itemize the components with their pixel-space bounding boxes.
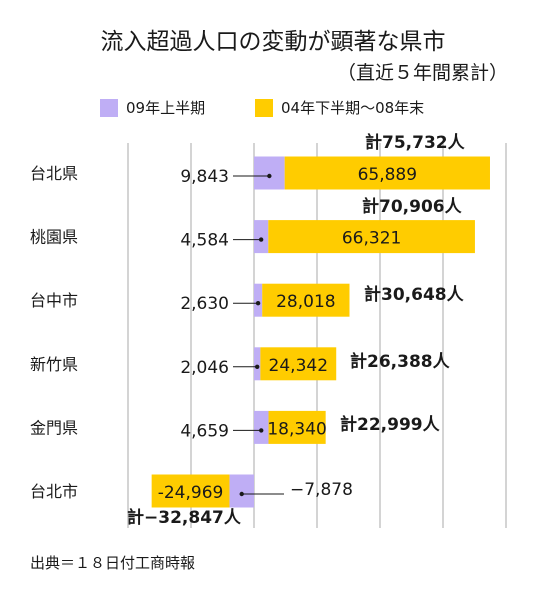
data-label-series2: 28,018 <box>276 292 335 312</box>
leader-dot <box>239 491 244 497</box>
category-label: 金門県 <box>30 418 78 437</box>
leader-dot <box>254 364 260 369</box>
data-label-series1: 9,843 <box>180 167 229 187</box>
data-label-series2: -24,969 <box>158 483 224 503</box>
bar-series2 <box>260 347 337 381</box>
data-label-series2: 18,340 <box>267 419 326 439</box>
bar-series1 <box>229 474 254 508</box>
bar-series1 <box>254 283 263 317</box>
data-label-series1: 4,659 <box>180 421 229 441</box>
bar-series2 <box>284 156 490 190</box>
total-label: 計−32,847人 <box>127 507 242 528</box>
leader-dot <box>267 173 272 179</box>
category-label: 新竹県 <box>30 355 78 374</box>
data-label-series2: 65,889 <box>358 165 417 185</box>
leader-dot <box>255 301 261 306</box>
bar-series1 <box>254 156 285 190</box>
total-label: 計26,388人 <box>350 351 451 372</box>
total-label: 計30,648人 <box>364 284 465 305</box>
source-note: 出典＝１８日付工商時報 <box>30 554 196 572</box>
bar-series2 <box>268 410 326 444</box>
chart-title: 流入超過人口の変動が顕著な県市 <box>100 29 446 55</box>
legend-swatch-series2 <box>255 98 273 117</box>
category-label: 台中市 <box>30 291 78 310</box>
total-label: 計75,732人 <box>365 132 466 153</box>
leader-dot <box>259 428 264 433</box>
total-label: 計22,999人 <box>340 414 441 435</box>
data-label-series1: 4,584 <box>180 231 229 251</box>
total-label: 計70,906人 <box>362 196 463 217</box>
legend: 09年上半期 04年下半期〜08年末 <box>0 97 546 119</box>
data-label-series2: 24,342 <box>269 356 328 376</box>
bar-series1 <box>254 347 261 381</box>
legend-item-series2: 04年下半期〜08年末 <box>255 97 424 118</box>
category-label: 台北市 <box>30 482 78 501</box>
bar-series2 <box>151 474 230 508</box>
chart-subtitle: （直近５年間累計） <box>336 62 508 84</box>
category-label: 桃園県 <box>30 228 78 247</box>
legend-label-series1: 09年上半期 <box>126 99 206 117</box>
legend-item-series1: 09年上半期 <box>100 97 205 118</box>
legend-label-series2: 04年下半期〜08年末 <box>281 99 425 117</box>
legend-swatch-series1 <box>100 98 118 117</box>
bar-series1 <box>254 220 269 254</box>
data-label-series2: 66,321 <box>342 229 401 249</box>
bar-series2 <box>268 220 475 254</box>
data-label-series1: 2,046 <box>180 358 229 378</box>
bar-series1 <box>254 410 269 444</box>
bar-series2 <box>262 283 350 317</box>
category-label: 台北県 <box>30 164 78 183</box>
leader-dot <box>258 237 264 242</box>
data-label-series1: −7,878 <box>290 480 353 500</box>
data-label-series1: 2,630 <box>180 294 229 314</box>
